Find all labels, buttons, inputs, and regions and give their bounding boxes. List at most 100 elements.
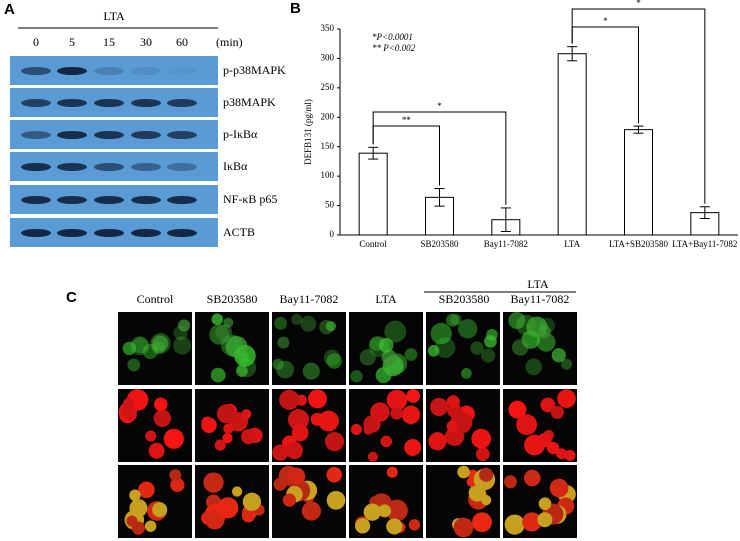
cell (152, 335, 169, 352)
cell (546, 441, 560, 455)
cell (537, 324, 552, 339)
cell (538, 497, 552, 511)
y-tick-label: 300 (321, 52, 335, 62)
bracket (372, 111, 507, 205)
blot-band (21, 99, 51, 107)
cell (384, 320, 407, 343)
bar (358, 152, 388, 236)
cell (178, 319, 191, 332)
panel-label: B (290, 0, 301, 17)
blot-band (94, 229, 124, 237)
cell (446, 313, 460, 327)
x-tick-label: Bay11-7082 (484, 239, 528, 249)
bar (624, 129, 653, 236)
column-label: Bay11-7082 (280, 292, 339, 306)
cell (200, 511, 215, 525)
cell (380, 435, 393, 448)
cell (404, 439, 422, 457)
y-tick-label: 0 (330, 229, 335, 239)
time-label: 5 (69, 35, 75, 49)
blot-band (57, 163, 87, 171)
cell (481, 495, 492, 506)
cell (508, 400, 527, 419)
column-label: Control (137, 292, 174, 306)
cell (152, 502, 168, 518)
cell (523, 469, 541, 487)
cell (479, 467, 494, 482)
blot-band (167, 99, 197, 107)
cell (272, 444, 289, 461)
cell (326, 490, 346, 510)
column-label: SB203580 (207, 292, 258, 306)
cell (512, 339, 529, 356)
error-bar (633, 125, 644, 134)
cell (276, 360, 295, 379)
blot-band (57, 196, 87, 204)
cell (223, 317, 234, 328)
cell (525, 358, 543, 376)
bracket-label: * (437, 101, 442, 111)
cell (214, 439, 226, 451)
cell (217, 497, 239, 519)
cell (450, 313, 462, 326)
cell (429, 397, 449, 417)
cell (386, 466, 398, 478)
y-tick-label: 100 (321, 170, 335, 180)
cell (326, 353, 342, 369)
treatment-label: LTA (103, 9, 125, 23)
cell (231, 486, 243, 497)
cell (170, 477, 185, 493)
error-bar (434, 188, 445, 207)
cell (129, 499, 148, 518)
cell (153, 397, 168, 412)
cell (210, 367, 226, 383)
cell (130, 336, 150, 356)
blot-band (21, 229, 51, 237)
cell (301, 501, 321, 521)
cell (363, 503, 381, 521)
cell (539, 317, 555, 334)
cell (169, 469, 182, 481)
cell (272, 358, 284, 370)
y-tick-label: 350 (321, 23, 335, 33)
cell (173, 336, 192, 355)
cell (503, 475, 517, 489)
cell (540, 397, 556, 413)
cell (386, 518, 403, 535)
cell (302, 362, 320, 380)
cell (370, 402, 390, 422)
cell (324, 431, 345, 452)
cell (153, 409, 172, 427)
blot-band (131, 196, 161, 204)
protein-label: IκBα (223, 159, 248, 173)
cell (481, 348, 496, 363)
blot-band (94, 131, 124, 139)
cell (240, 429, 257, 445)
y-axis-label: DEFB131 (pg/ml) (303, 99, 313, 165)
error-bar (567, 46, 578, 62)
y-tick-label: 250 (321, 82, 335, 92)
cell (318, 410, 339, 432)
bracket-label: * (636, 0, 641, 8)
cell (131, 521, 146, 535)
cell (173, 326, 188, 341)
cell (549, 478, 569, 498)
column-label: SB203580 (439, 292, 490, 306)
cell (241, 508, 256, 523)
blot-band (167, 67, 197, 75)
cell (125, 409, 137, 421)
cell (564, 449, 576, 461)
cell (427, 345, 440, 357)
cell (406, 389, 420, 403)
cell (378, 337, 394, 353)
cell (310, 412, 324, 426)
blot-band (167, 163, 197, 171)
cell (475, 447, 490, 462)
cell (274, 316, 288, 330)
cell (215, 324, 233, 341)
cell (291, 424, 309, 442)
x-tick-label: LTA (564, 239, 580, 249)
cell (326, 466, 343, 483)
cell (378, 504, 392, 518)
